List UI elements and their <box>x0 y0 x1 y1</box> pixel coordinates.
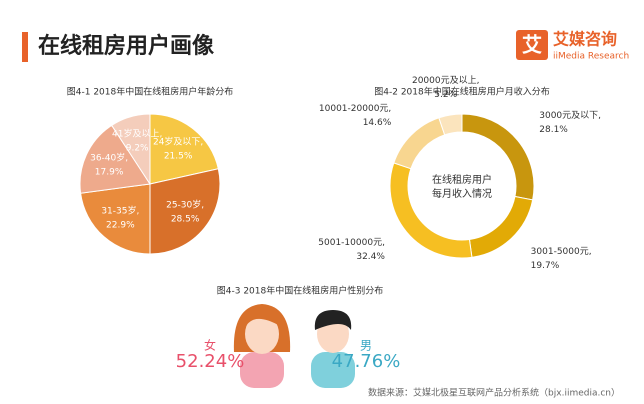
person-figure <box>311 310 355 388</box>
logo-sub: iiMedia Research <box>553 52 629 62</box>
slice-value-label: 9.2% <box>126 143 149 153</box>
gender-label: 女 <box>204 338 216 353</box>
center-text: 在线租房用户 <box>432 173 492 186</box>
slice-category: 20000元及以上, <box>412 75 480 86</box>
slice-value-label: 28.5% <box>171 215 200 225</box>
slice <box>80 183 151 255</box>
slice-category: 5001-10000元, <box>318 238 385 248</box>
slice <box>438 113 463 136</box>
slice-category: 3001-5000元, <box>531 247 592 257</box>
chart-title: 图4-2 2018年中国在线租房用户月收入分布 <box>374 86 549 98</box>
slice <box>111 113 151 186</box>
slice <box>393 117 446 170</box>
slice-category: 25-30岁, <box>166 199 204 211</box>
center-text: 每月收入情况 <box>432 187 492 200</box>
slice <box>149 168 221 255</box>
slice <box>468 195 534 258</box>
slice <box>461 113 535 201</box>
slice-value-label: 22.9% <box>106 220 135 230</box>
face <box>245 314 279 354</box>
slice-value-label: 32.4% <box>356 252 385 262</box>
slice-category: 10001-20000元, <box>319 104 391 114</box>
slice-value-label: 21.5% <box>164 151 193 161</box>
slice-category: 41岁及以上, <box>112 127 162 139</box>
body <box>311 352 355 388</box>
gender-label: 男 <box>360 339 372 353</box>
slice-value-label: 17.9% <box>95 168 124 178</box>
slice-category: 24岁及以下, <box>153 135 203 147</box>
body <box>240 352 284 388</box>
logo-box <box>516 30 548 60</box>
logo-name: 艾媒咨询 <box>553 30 617 49</box>
chart-title: 图4-3 2018年中国在线租房用户性别分布 <box>217 285 383 297</box>
slice <box>79 124 151 194</box>
slice-value-label: 5.2% <box>434 90 457 100</box>
page-title: 在线租房用户画像 <box>38 33 215 59</box>
fringe <box>244 308 280 330</box>
logo-mark: 艾 <box>522 33 542 57</box>
source: 数据来源：艾媒北极星互联网产品分析系统（bjx.iimedia.cn） <box>368 387 620 399</box>
slice <box>149 113 219 185</box>
slice-category: 3000元及以下, <box>539 110 601 121</box>
chart-title: 图4-1 2018年中国在线租房用户年龄分布 <box>67 86 233 98</box>
hair <box>314 310 352 330</box>
slice-category: 31-35岁, <box>101 204 139 216</box>
gender-value-label: 47.76% <box>332 351 401 372</box>
person-figure <box>233 304 291 388</box>
slice-category: 36-40岁, <box>90 152 128 164</box>
gender-value-label: 52.24% <box>176 351 245 372</box>
title-accent <box>22 32 28 62</box>
slice-value-label: 14.6% <box>363 118 392 128</box>
slice-value-label: 19.7% <box>531 261 560 271</box>
slice-value-label: 28.1% <box>539 125 568 135</box>
